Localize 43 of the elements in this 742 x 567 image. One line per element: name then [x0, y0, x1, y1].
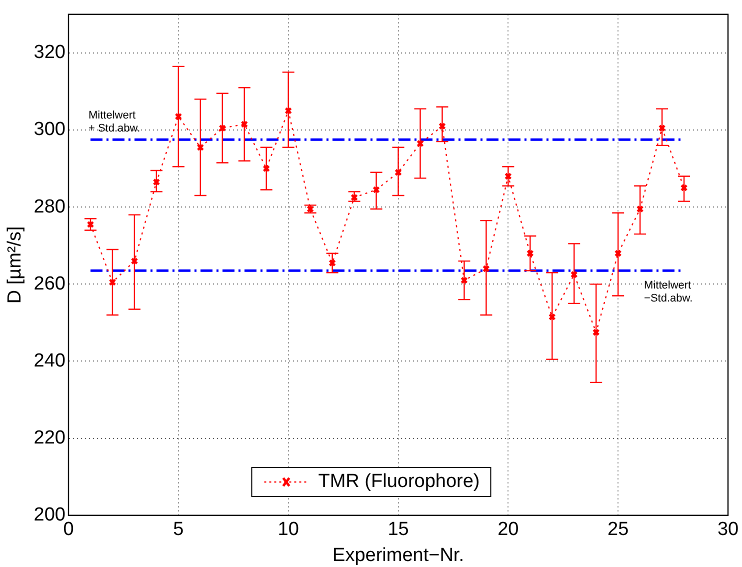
point: [240, 120, 248, 128]
point: [482, 265, 490, 272]
point: [460, 276, 468, 284]
point: [394, 168, 402, 176]
x-tick-label: 10: [278, 519, 299, 540]
x-tick-label: 0: [63, 519, 74, 540]
x-tick-label: 20: [498, 519, 519, 540]
x-tick-label: 30: [717, 519, 739, 540]
y-tick-label: 280: [34, 196, 66, 218]
point: [152, 178, 160, 186]
point: [438, 122, 446, 130]
point: [658, 124, 666, 132]
point: [108, 278, 116, 286]
y-tick-label: 320: [34, 42, 66, 64]
x-tick-label: 25: [608, 519, 629, 540]
point: [416, 140, 424, 148]
y-tick-label: 200: [34, 504, 66, 526]
point: [196, 144, 204, 152]
x-axis-title: Experiment−Nr.: [332, 544, 464, 566]
x-tick-label: 5: [173, 519, 184, 540]
point: [592, 328, 600, 336]
point: [548, 313, 556, 321]
point: [680, 184, 688, 192]
y-tick-label: 260: [34, 273, 66, 294]
point: [284, 107, 292, 114]
point: [526, 250, 534, 258]
legend-label: TMR (Fluorophore): [318, 471, 480, 493]
point: [614, 250, 622, 258]
point: [350, 194, 358, 202]
point: [218, 124, 226, 132]
x-tick-label: 15: [388, 519, 409, 540]
point: [174, 112, 182, 120]
y-tick-label: 240: [34, 350, 66, 372]
point: [372, 186, 380, 194]
y-axis-title: D [µm²/s]: [4, 226, 26, 304]
ref-line-label: Mittelwert + Std.abw.: [88, 110, 140, 135]
y-tick-label: 220: [34, 428, 66, 449]
point: [570, 270, 578, 278]
y-tick-label: 300: [34, 119, 66, 140]
point: [636, 205, 644, 213]
ref-line-label: Mittelwert −Std.abw.: [644, 280, 693, 305]
point: [262, 164, 270, 172]
point: [130, 257, 138, 265]
